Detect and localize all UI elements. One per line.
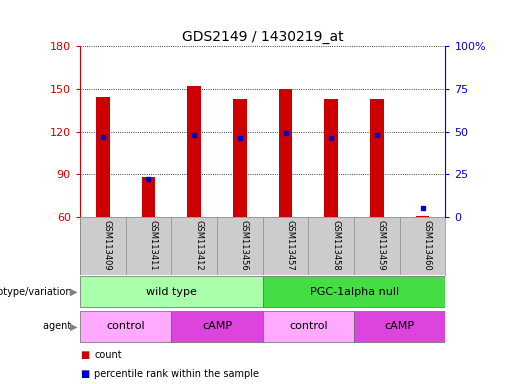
Bar: [370, 99, 384, 217]
Text: count: count: [94, 350, 122, 360]
Bar: [80, 311, 171, 342]
Text: ■: ■: [80, 350, 89, 360]
Bar: [171, 311, 263, 342]
Text: control: control: [289, 321, 328, 331]
Text: agent: agent: [43, 321, 75, 331]
Text: cAMP: cAMP: [202, 321, 232, 331]
Bar: [279, 89, 293, 217]
Bar: [233, 99, 247, 217]
Text: GSM113459: GSM113459: [377, 220, 386, 270]
Text: GSM113409: GSM113409: [102, 220, 112, 270]
Text: cAMP: cAMP: [385, 321, 415, 331]
Text: wild type: wild type: [146, 287, 197, 297]
Text: ■: ■: [80, 369, 89, 379]
Bar: [263, 276, 445, 307]
Bar: [324, 99, 338, 217]
Bar: [187, 86, 201, 217]
Text: GSM113456: GSM113456: [240, 220, 249, 271]
Text: PGC-1alpha null: PGC-1alpha null: [310, 287, 399, 297]
Text: ▶: ▶: [70, 287, 77, 297]
Text: GSM113411: GSM113411: [148, 220, 158, 270]
Bar: [263, 311, 354, 342]
Bar: [142, 177, 155, 217]
Text: GSM113460: GSM113460: [423, 220, 432, 271]
Text: GSM113457: GSM113457: [285, 220, 295, 271]
Title: GDS2149 / 1430219_at: GDS2149 / 1430219_at: [182, 30, 344, 44]
Bar: [96, 98, 110, 217]
Bar: [80, 276, 263, 307]
Text: control: control: [106, 321, 145, 331]
Text: GSM113458: GSM113458: [331, 220, 340, 271]
Bar: [416, 215, 430, 217]
Text: GSM113412: GSM113412: [194, 220, 203, 270]
Bar: [354, 311, 445, 342]
Text: genotype/variation: genotype/variation: [0, 287, 75, 297]
Text: ▶: ▶: [70, 321, 77, 331]
Text: percentile rank within the sample: percentile rank within the sample: [94, 369, 259, 379]
